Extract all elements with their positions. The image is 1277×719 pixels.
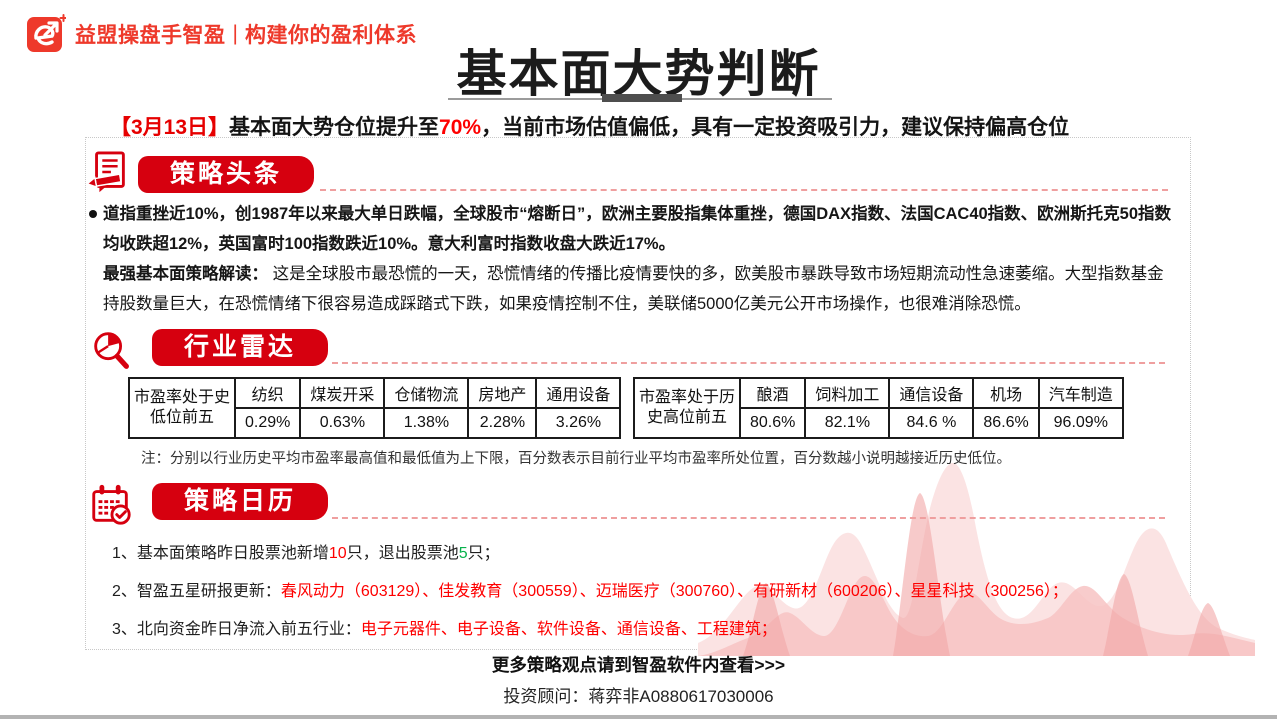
headline-bullet-paragraph: 道指重挫近10%，创1987年以来最大单日跌幅，全球股市“熔断日”，欧洲主要股指… [89, 199, 1174, 259]
headline-dashed-line [320, 189, 1168, 191]
bullet-dot-icon [89, 210, 97, 218]
row-label-cell: 市盈率处于历史高位前五 [633, 377, 741, 439]
header-cell: 汽车制造 [1037, 377, 1124, 409]
summary-pre: 基本面大势仓位提升至 [229, 116, 440, 139]
item1-removed-count: 5 [458, 545, 468, 562]
header-cell: 饲料加工 [804, 377, 891, 409]
calendar-item-2: 2、智盈五星研报更新：春风动力（603129）、佳发教育（300559）、迈瑞医… [112, 577, 1068, 601]
item3-industries: 电子元器件、电子设备、软件设备、通信设备、工程建筑； [360, 621, 777, 638]
interpretation-label: 最强基本面策略解读： [103, 265, 268, 283]
value-cell: 96.09% [1037, 407, 1124, 439]
advisor-line: 投资顾问：蒋弈非A0880617030006 [503, 687, 774, 706]
header-cell: 煤炭开采 [299, 377, 386, 409]
header-cell: 机场 [972, 377, 1040, 409]
calendar-dashed-line [332, 517, 1165, 519]
value-cell: 3.26% [535, 407, 622, 439]
summary-post: ，当前市场估值偏低，具有一定投资吸引力，建议保持偏高仓位 [481, 116, 1070, 139]
item1-added-count: 10 [328, 545, 347, 562]
header-cell: 仓储物流 [383, 377, 470, 409]
value-cell: 82.1% [804, 407, 891, 439]
item1-end: 只； [467, 545, 500, 562]
value-cell: 1.38% [383, 407, 470, 439]
value-cell: 84.6 % [888, 407, 975, 439]
header-cell: 通用设备 [535, 377, 622, 409]
calendar-item-1: 1、基本面策略昨日股票池新增10只，退出股票池5只； [112, 539, 500, 563]
pe-low-table: 市盈率处于史低位前五 纺织 煤炭开采 仓储物流 房地产 通用设备 0.29% 0… [128, 377, 622, 439]
item3-pre: 3、北向资金昨日净流入前五行业： [112, 621, 361, 638]
table-row: 80.6% 82.1% 84.6 % 86.6% 96.09% [634, 407, 1124, 439]
value-cell: 0.29% [233, 407, 302, 439]
footer-cta: 更多策略观点请到智盈软件内查看>>> [491, 655, 786, 675]
emoney-logo-icon [27, 14, 66, 52]
header-cell: 房地产 [467, 377, 538, 409]
header-cell: 酿酒 [738, 377, 807, 409]
item1-pre: 1、基本面策略昨日股票池新增 [112, 545, 329, 562]
interpretation-text: 这是全球股市最恐慌的一天，恐慌情绪的传播比疫情要快的多，欧美股市暴跌导致市场短期… [103, 265, 1164, 313]
value-cell: 86.6% [972, 407, 1040, 439]
brand-logo: 益盟操盘手智盈 | 构建你的盈利体系 [26, 14, 417, 54]
value-cell: 2.28% [467, 407, 538, 439]
summary-date: 【3月13日】 [110, 116, 230, 139]
calendar-section-badge: 策略日历 [152, 483, 329, 520]
headline-interpretation: 最强基本面策略解读： 这是全球股市最恐慌的一天，恐慌情绪的传播比疫情要快的多，欧… [89, 259, 1174, 319]
bottom-divider [0, 715, 1277, 719]
calendar-item-3: 3、北向资金昨日净流入前五行业：电子元器件、电子设备、软件设备、通信设备、工程建… [112, 615, 777, 639]
pe-high-table: 市盈率处于历史高位前五 酿酒 饲料加工 通信设备 机场 汽车制造 80.6% 8… [633, 377, 1124, 439]
header-cell: 纺织 [233, 377, 302, 409]
table-row: 市盈率处于历史高位前五 酿酒 饲料加工 通信设备 机场 汽车制造 [633, 377, 1124, 439]
item2-pre: 2、智盈五星研报更新： [112, 583, 281, 600]
brand-divider: | [232, 22, 238, 45]
item2-stocks: 春风动力（603129）、佳发教育（300559）、迈瑞医疗（300760）、有… [280, 583, 1068, 600]
title-underline-accent [602, 94, 682, 102]
row-label-cell: 市盈率处于史低位前五 [128, 377, 236, 439]
calendar-check-icon [92, 484, 131, 525]
radar-section-badge: 行业雷达 [152, 329, 329, 366]
radar-footnote: 注：分别以行业历史平均市盈率最高值和最低值为上下限，百分数表示目前行业平均市盈率… [141, 451, 1011, 467]
content-panel [85, 137, 1191, 650]
radar-dashed-line [332, 362, 1165, 364]
item1-mid: 只，退出股票池 [346, 545, 459, 562]
table-row: 0.29% 0.63% 1.38% 2.28% 3.26% [129, 407, 622, 439]
header-cell: 通信设备 [888, 377, 975, 409]
news-pencil-icon [86, 151, 125, 193]
headline-body: 道指重挫近10%，创1987年以来最大单日跌幅，全球股市“熔断日”，欧洲主要股指… [89, 199, 1174, 319]
headline-bullet-text: 道指重挫近10%，创1987年以来最大单日跌幅，全球股市“熔断日”，欧洲主要股指… [103, 205, 1172, 253]
summary-highlight: 70% [439, 116, 482, 139]
brand-slogan: 构建你的盈利体系 [244, 24, 417, 47]
headline-section-badge: 策略头条 [138, 156, 315, 193]
summary-line: 【3月13日】基本面大势仓位提升至70%，当前市场估值偏低，具有一定投资吸引力，… [110, 111, 1069, 141]
page-title: 基本面大势判断 [456, 46, 821, 102]
brand-name: 益盟操盘手智盈 [75, 24, 226, 47]
table-row: 市盈率处于史低位前五 纺织 煤炭开采 仓储物流 房地产 通用设备 [128, 377, 622, 439]
value-cell: 0.63% [299, 407, 386, 439]
pie-magnifier-icon [94, 332, 129, 369]
value-cell: 80.6% [738, 407, 807, 439]
